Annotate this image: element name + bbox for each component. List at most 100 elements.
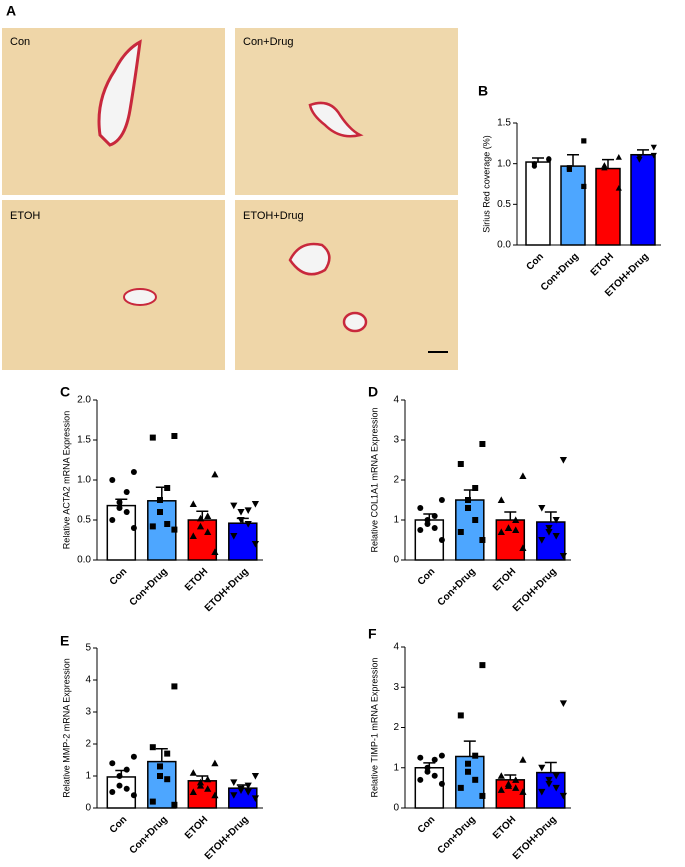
x-tick-label: Con [416, 566, 438, 588]
data-point [615, 154, 622, 160]
error-bar [567, 153, 579, 167]
data-point [164, 521, 171, 527]
data-point [230, 792, 238, 799]
panel-label: D [368, 384, 378, 400]
panel-label: E [60, 633, 69, 649]
panel-label: B [478, 83, 488, 99]
data-point [472, 752, 479, 759]
y-tick-label: 0 [393, 803, 399, 814]
image-label: ETOH [10, 210, 40, 222]
y-tick-label: 1 [393, 762, 399, 773]
data-point [546, 157, 552, 163]
data-point [457, 784, 464, 791]
image-label: ETOH+Drug [243, 210, 304, 222]
panel-label: F [368, 626, 377, 642]
data-point [130, 753, 137, 760]
data-point [189, 500, 197, 507]
data-point [566, 166, 572, 172]
data-point [438, 752, 445, 759]
x-tick-label: ETOH+Drug [203, 814, 251, 862]
histology-image: Con [2, 28, 225, 195]
y-axis-label: Relative TIMP-1 mRNA Expression [369, 658, 379, 798]
x-tick-label: Con [416, 814, 438, 836]
data-point [465, 768, 471, 775]
data-point [157, 763, 163, 770]
bar [525, 161, 551, 246]
y-tick-label: 1.0 [497, 158, 511, 169]
data-point [424, 768, 431, 775]
data-point [211, 759, 219, 767]
data-point [116, 773, 123, 779]
data-point [538, 788, 546, 796]
y-tick-label: 1.0 [77, 475, 91, 486]
x-tick-label: Con+Drug [128, 566, 170, 608]
x-tick-label: ETOH [491, 566, 518, 593]
data-point [149, 744, 156, 751]
data-point [650, 152, 657, 159]
error-bar [155, 748, 168, 762]
data-point [196, 514, 205, 522]
data-point [189, 769, 197, 776]
data-point [237, 517, 245, 524]
data-point [559, 792, 567, 800]
data-point [545, 525, 553, 532]
data-point [504, 782, 513, 789]
data-point [545, 780, 553, 788]
data-point [479, 537, 486, 543]
data-point [189, 788, 197, 795]
data-point [123, 509, 130, 515]
y-tick-label: 1 [85, 771, 91, 782]
data-point [171, 683, 178, 690]
data-point [545, 529, 553, 536]
data-point [581, 138, 587, 144]
data-point [123, 766, 130, 773]
data-point [244, 782, 252, 790]
histology-image: ETOH [2, 200, 225, 370]
data-point [519, 544, 527, 551]
data-point [230, 502, 238, 510]
data-point [109, 477, 116, 483]
data-point [251, 773, 259, 780]
y-tick-label: 0 [85, 803, 91, 814]
data-point [157, 497, 163, 503]
bar [228, 787, 258, 809]
x-tick-label: Con+Drug [436, 566, 478, 608]
data-point [636, 154, 643, 161]
y-tick-label: 5 [85, 643, 91, 654]
data-point [171, 801, 178, 808]
data-point [512, 526, 520, 533]
data-point [504, 524, 513, 531]
data-point [109, 517, 116, 523]
error-bar [602, 158, 614, 169]
error-bar [504, 774, 517, 780]
y-tick-label: 2 [393, 722, 399, 733]
y-tick-label: 0.0 [77, 555, 91, 566]
bar [414, 767, 445, 809]
histology-image: Con+Drug [235, 28, 458, 195]
data-point [417, 505, 424, 511]
data-point [171, 433, 178, 439]
image-label: Con [10, 36, 30, 48]
x-tick-label: Con [108, 566, 130, 588]
y-tick-label: 2 [393, 475, 399, 486]
data-point [157, 773, 163, 779]
data-point [465, 505, 471, 511]
data-point [149, 434, 156, 441]
data-point [465, 760, 471, 767]
error-bar [532, 157, 544, 163]
data-point [109, 760, 116, 767]
data-point [438, 780, 445, 787]
data-point [116, 505, 123, 511]
data-point [211, 470, 219, 478]
data-point [237, 787, 245, 794]
y-axis-label: Sirius Red coverage (%) [481, 135, 491, 233]
y-tick-label: 0.5 [497, 199, 511, 210]
data-point [417, 527, 424, 533]
data-point [559, 700, 567, 707]
data-point [545, 776, 553, 784]
y-tick-label: 1 [393, 515, 399, 526]
y-axis-label: Relative MMP-2 mRNA Expression [61, 658, 71, 798]
data-point [615, 184, 622, 191]
y-tick-label: 0 [393, 555, 399, 566]
